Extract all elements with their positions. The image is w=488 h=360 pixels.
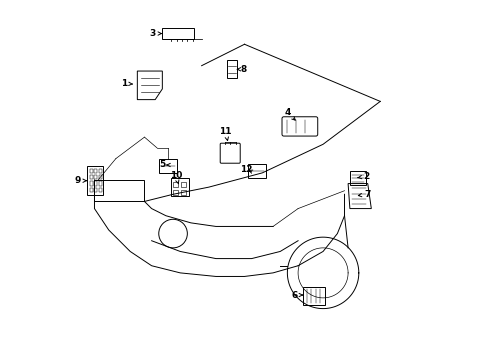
Bar: [90, 188, 93, 192]
Bar: [173, 190, 178, 195]
Bar: [90, 168, 93, 173]
Bar: [94, 188, 97, 192]
Text: 10: 10: [169, 171, 182, 180]
Bar: [99, 168, 102, 173]
Text: 5: 5: [159, 161, 165, 170]
Bar: [90, 181, 93, 186]
Text: 6: 6: [291, 291, 297, 300]
Bar: [99, 188, 102, 192]
Text: 2: 2: [362, 172, 368, 181]
Bar: [90, 175, 93, 179]
Bar: [159, 158, 176, 173]
Bar: [247, 164, 265, 178]
Text: 12: 12: [240, 165, 252, 174]
Text: 1: 1: [121, 79, 127, 88]
Text: 8: 8: [240, 65, 246, 74]
Bar: [87, 166, 103, 195]
Text: 9: 9: [74, 176, 81, 185]
Bar: [162, 28, 194, 39]
Bar: [94, 175, 97, 179]
Bar: [181, 190, 186, 195]
Bar: [173, 182, 178, 187]
Bar: [99, 175, 102, 179]
Text: 11: 11: [219, 127, 231, 136]
Text: 3: 3: [149, 29, 156, 38]
Bar: [181, 182, 186, 187]
Bar: [99, 181, 102, 186]
Text: 7: 7: [364, 190, 370, 199]
Bar: [94, 168, 97, 173]
Text: 4: 4: [284, 108, 290, 117]
Bar: [94, 181, 97, 186]
